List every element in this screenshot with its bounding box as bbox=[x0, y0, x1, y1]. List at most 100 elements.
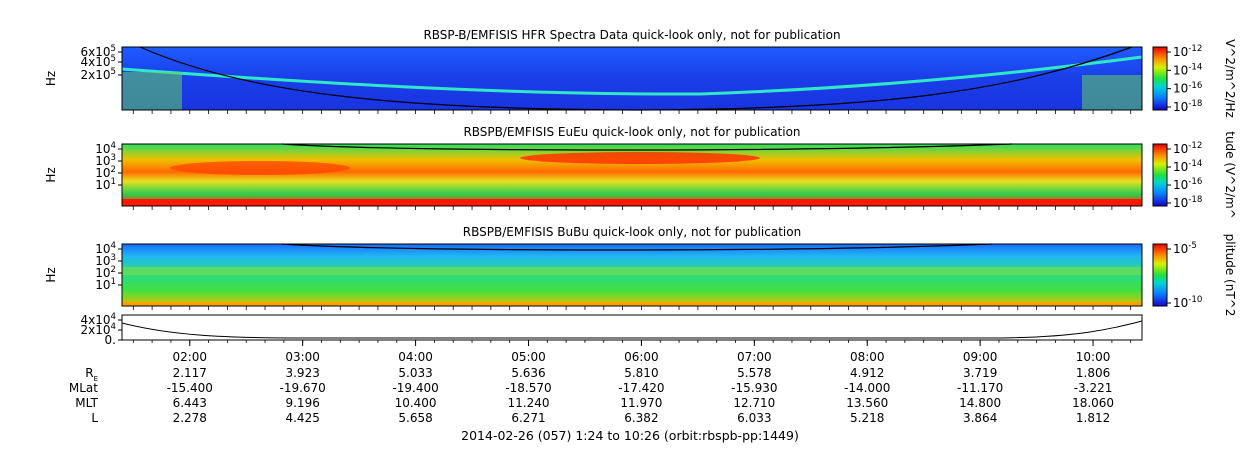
colorbar-tick-label: 10-12 bbox=[1173, 44, 1202, 59]
panel-title: RBSPB/EMFISIS BuBu quick-look only, not … bbox=[463, 225, 801, 239]
cyclotron-frequency-line bbox=[281, 243, 993, 251]
ephemeris-row-label: L bbox=[91, 411, 98, 425]
ephemeris-value: 12.710 bbox=[733, 396, 775, 410]
x-tick-label: 06:00 bbox=[624, 350, 659, 364]
ephemeris-row-label: MLat bbox=[69, 381, 98, 395]
panel-frame bbox=[121, 243, 1143, 307]
ephemeris-value: -3.221 bbox=[1074, 381, 1113, 395]
ephemeris-value: 11.240 bbox=[507, 396, 549, 410]
ephemeris-value: 4.912 bbox=[850, 366, 884, 380]
low-l-emission bbox=[1082, 75, 1142, 110]
low-frequency-band bbox=[122, 302, 1142, 306]
ephemeris-value: 6.033 bbox=[737, 411, 771, 425]
low-l-emission bbox=[122, 72, 182, 110]
y-tick-label: 6x105 bbox=[80, 44, 116, 59]
ephemeris-value: -15.930 bbox=[731, 381, 777, 395]
ephemeris-value: 10.400 bbox=[395, 396, 437, 410]
y-tick-label: 101 bbox=[95, 177, 116, 192]
ephemeris-value: 5.658 bbox=[398, 411, 432, 425]
colorbar-tick-label: 10-16 bbox=[1173, 81, 1202, 96]
spectrogram-image bbox=[122, 47, 1142, 110]
ephemeris-value: 5.218 bbox=[850, 411, 884, 425]
colorbar-label: tude (V^2/m^ bbox=[1223, 131, 1237, 219]
y-tick-label: 102 bbox=[95, 165, 116, 180]
ephemeris-value: 3.864 bbox=[963, 411, 997, 425]
ephemeris-row-label: MLT bbox=[75, 396, 98, 410]
ephemeris-value: 2.117 bbox=[173, 366, 207, 380]
ephemeris-value: -14.000 bbox=[844, 381, 890, 395]
colorbar-tick-label: 10-10 bbox=[1173, 295, 1202, 310]
ephemeris-value: 14.800 bbox=[959, 396, 1001, 410]
colorbar-tick-label: 10-18 bbox=[1173, 99, 1202, 114]
y-tick-label: 4x104 bbox=[80, 312, 116, 327]
ephemeris-value: 5.033 bbox=[398, 366, 432, 380]
ephemeris-value: -17.420 bbox=[618, 381, 664, 395]
ephemeris-value: 5.578 bbox=[737, 366, 771, 380]
ephemeris-value: -19.670 bbox=[280, 381, 326, 395]
y-tick-label: 104 bbox=[95, 241, 116, 256]
ephemeris-value: 3.923 bbox=[285, 366, 319, 380]
x-tick-label: 07:00 bbox=[737, 350, 772, 364]
colorbar-tick-label: 10-5 bbox=[1173, 241, 1197, 256]
footer-text: 2014-02-26 (057) 1:24 to 10:26 (orbit:rb… bbox=[461, 428, 799, 443]
ephemeris-value: 4.425 bbox=[285, 411, 319, 425]
x-tick-label: 10:00 bbox=[1076, 350, 1111, 364]
ephemeris-value: 6.382 bbox=[624, 411, 658, 425]
colorbar-tick-label: 10-12 bbox=[1173, 141, 1202, 156]
colorbar bbox=[1152, 143, 1168, 207]
ephemeris-value: 5.810 bbox=[624, 366, 658, 380]
line-panel-frame bbox=[121, 314, 1143, 341]
time-axis: 02:00 03:00 04:00 05:00 06:00 07:00 08:00 09:00… bbox=[132, 340, 1132, 364]
panel-frame bbox=[121, 143, 1143, 207]
y-axis-label: Hz bbox=[44, 267, 58, 282]
x-tick-label: 05:00 bbox=[511, 350, 546, 364]
panel-title: RBSP-B/EMFISIS HFR Spectra Data quick-lo… bbox=[423, 28, 840, 42]
y-tick-label: 101 bbox=[95, 277, 116, 292]
colorbar-tick-label: 10-14 bbox=[1173, 159, 1202, 174]
colorbar-label: V^2/m^2/Hz bbox=[1223, 39, 1237, 118]
x-tick-label: 09:00 bbox=[963, 350, 998, 364]
colorbar bbox=[1152, 46, 1168, 111]
ephemeris-value: 6.271 bbox=[511, 411, 545, 425]
ephemeris-value: 9.196 bbox=[285, 396, 319, 410]
ephemeris-value: 1.812 bbox=[1076, 411, 1110, 425]
colorbar-label: plitude (nT^2 bbox=[1223, 234, 1237, 317]
x-tick-label: 04:00 bbox=[398, 350, 433, 364]
spectrogram-panel-2: RBSPB/EMFISIS EuEu quick-look only, not … bbox=[44, 125, 1237, 219]
ephemeris-value: -18.570 bbox=[505, 381, 551, 395]
ephemeris-row-label: RE bbox=[85, 366, 98, 383]
colorbar-tick-label: 10-18 bbox=[1173, 195, 1202, 210]
y-tick-label: 104 bbox=[95, 141, 116, 156]
y-tick-label: 102 bbox=[95, 265, 116, 280]
emission-band bbox=[520, 152, 760, 164]
emission-band bbox=[122, 267, 1142, 275]
x-tick-label: 08:00 bbox=[850, 350, 885, 364]
y-tick-label: 2x104 bbox=[80, 322, 116, 337]
ephemeris-value: 11.970 bbox=[620, 396, 662, 410]
y-tick-label: 103 bbox=[95, 153, 116, 168]
ephemeris-value: -19.400 bbox=[392, 381, 438, 395]
emission-band bbox=[170, 161, 350, 175]
y-axis-label: Hz bbox=[44, 167, 58, 182]
x-tick-label: 03:00 bbox=[285, 350, 320, 364]
upper-hybrid-line bbox=[121, 55, 1143, 96]
y-tick-label: 2x105 bbox=[80, 67, 116, 82]
low-frequency-band bbox=[122, 199, 1142, 206]
ephemeris-value: 1.806 bbox=[1076, 366, 1110, 380]
y-axis-label: Hz bbox=[44, 71, 58, 86]
ephemeris-value: 3.719 bbox=[963, 366, 997, 380]
orbit-line bbox=[121, 320, 1143, 339]
colorbar-tick-label: 10-14 bbox=[1173, 63, 1202, 78]
y-tick-label: 4x105 bbox=[80, 54, 116, 69]
ephemeris-value: 13.560 bbox=[846, 396, 888, 410]
y-tick-label: 0. bbox=[105, 333, 116, 347]
ephemeris-value: 18.060 bbox=[1072, 396, 1114, 410]
ephemeris-value: 2.278 bbox=[173, 411, 207, 425]
colorbar-tick-label: 10-16 bbox=[1173, 177, 1202, 192]
ephemeris-value: -15.400 bbox=[167, 381, 213, 395]
spectrogram-panel-1: RBSP-B/EMFISIS HFR Spectra Data quick-lo… bbox=[44, 28, 1237, 118]
y-tick-label: 103 bbox=[95, 253, 116, 268]
ephemeris-table: RE 2.117 3.923 5.033 5.636 5.810 5.578 4.912 3.7… bbox=[69, 366, 1114, 425]
